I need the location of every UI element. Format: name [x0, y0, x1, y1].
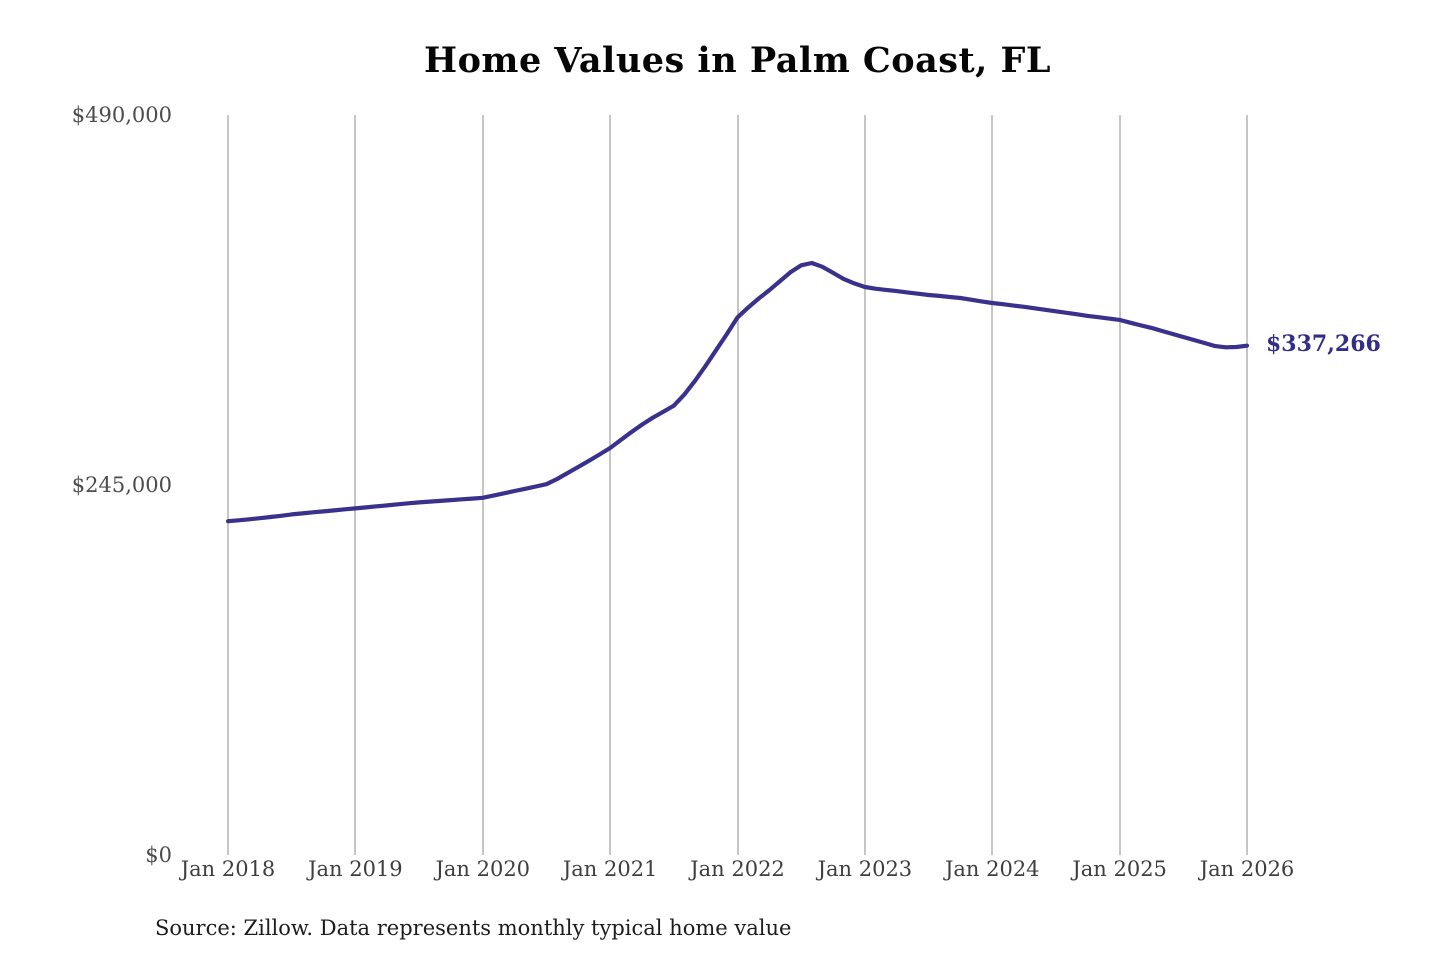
x-tick-jan-2020: Jan 2020	[435, 857, 531, 881]
gridline-jan-2018	[227, 115, 229, 855]
gridline-jan-2021	[609, 115, 612, 855]
x-tick-jan-2023: Jan 2023	[817, 857, 913, 881]
x-tick-jan-2018: Jan 2018	[180, 857, 276, 881]
gridline-jan-2022	[736, 115, 739, 855]
home-value-series-line	[225, 260, 1250, 524]
gridline-jan-2019	[354, 115, 357, 855]
source-note: Source: Zillow. Data represents monthly …	[155, 916, 792, 940]
x-tick-jan-2019: Jan 2019	[308, 857, 403, 881]
x-tick-jan-2024: Jan 2024	[944, 857, 1040, 881]
y-tick-0: $0	[145, 843, 172, 867]
x-tick-jan-2022: Jan 2022	[690, 857, 785, 881]
latest-value-label: $337,266	[1266, 330, 1381, 357]
gridline-jan-2026	[1246, 115, 1248, 855]
gridline-jan-2025	[1118, 115, 1121, 855]
y-tick-245000: $245,000	[71, 473, 172, 497]
gridline-jan-2020	[481, 115, 484, 855]
chart-title: Home Values in Palm Coast, FL	[424, 40, 1051, 81]
gridline-jan-2024	[991, 115, 994, 855]
x-tick-jan-2026: Jan 2026	[1199, 857, 1295, 881]
x-tick-jan-2021: Jan 2021	[562, 857, 658, 881]
y-tick-490000: $490,000	[71, 103, 172, 127]
x-tick-jan-2025: Jan 2025	[1072, 857, 1167, 881]
gridline-jan-2023	[863, 115, 866, 855]
